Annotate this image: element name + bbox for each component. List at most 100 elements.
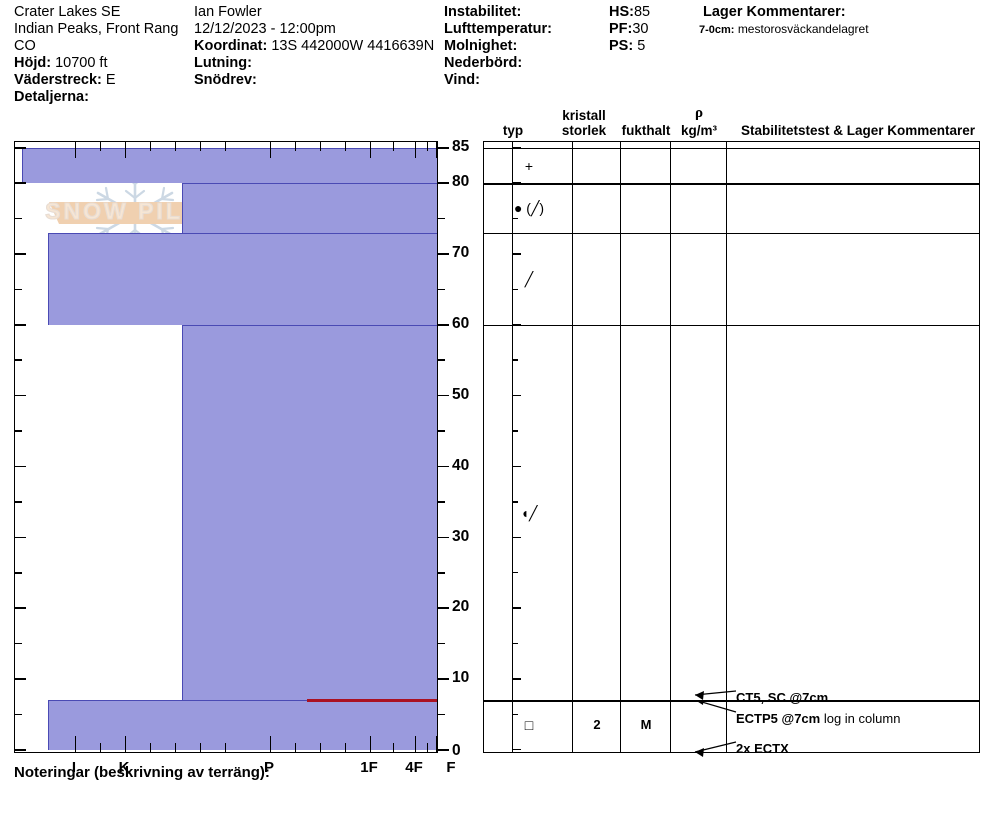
hardness-axis: I K P 1F 4F F xyxy=(14,753,456,783)
table-depth-tick xyxy=(512,713,518,715)
hardness-tick xyxy=(200,142,202,151)
hardness-tick xyxy=(393,142,395,151)
table-depth-tick xyxy=(512,182,521,184)
stability-test-label: ECTP5 @7cm xyxy=(736,711,821,727)
instability-label: Instabilitet: xyxy=(444,4,522,20)
aspect-label: Väderstreck: xyxy=(14,72,102,88)
depth-tick-minor xyxy=(438,501,445,503)
hardness-tick xyxy=(270,736,272,752)
ps-label: PS: xyxy=(609,38,634,54)
profile-depth-tick xyxy=(15,749,26,751)
hardness-bar xyxy=(22,148,437,184)
aspect-row: Väderstreck: E xyxy=(14,72,194,89)
hardness-tick xyxy=(345,142,347,151)
slope-row: Lutning: xyxy=(194,55,444,72)
depth-label: 80 xyxy=(452,173,470,191)
hardness-label: 4F xyxy=(405,759,423,776)
depth-tick-major xyxy=(438,678,449,680)
hardness-tick xyxy=(125,142,127,158)
table-depth-tick xyxy=(512,324,521,326)
profile-depth-tick xyxy=(15,501,22,503)
table-depth-tick xyxy=(512,465,521,468)
hardness-tick xyxy=(100,743,102,752)
stability-test-entry: 2x ECTX xyxy=(736,742,789,755)
hardness-label: P xyxy=(263,759,275,776)
depth-tick-major xyxy=(438,607,449,609)
hardness-tick xyxy=(370,142,372,158)
stability-test-note: log in column xyxy=(820,711,901,727)
hardness-tick xyxy=(175,743,177,752)
heading-wetness: fukthalt xyxy=(621,123,671,138)
elevation-label: Höjd: xyxy=(14,55,52,71)
airtemp-row: Lufttemperatur: xyxy=(444,21,609,38)
table-depth-tick xyxy=(512,501,518,503)
hs-label: HS: xyxy=(609,4,634,20)
stability-test-entry: ECTP5 @7cm log in column xyxy=(736,712,900,725)
precip-label: Nederbörd: xyxy=(444,55,523,71)
heading-crystal-type: typ xyxy=(502,123,524,138)
observer-name: Ian Fowler xyxy=(194,4,262,20)
table-row-divider xyxy=(484,183,979,185)
depth-label: 40 xyxy=(452,456,470,474)
elevation-row: Höjd: 10700 ft xyxy=(14,55,194,72)
heading-density-unit: kg/m³ xyxy=(680,123,717,138)
stability-test-label: CT5, SC @7cm xyxy=(736,690,829,706)
profile-depth-tick xyxy=(15,217,22,220)
table-depth-tick xyxy=(512,607,521,609)
cell-crystal-type: ╱ xyxy=(524,271,534,288)
hardness-tick xyxy=(270,142,272,158)
profile-depth-tick xyxy=(15,359,22,362)
drift-row: Snödrev: xyxy=(194,72,444,89)
depth-tick-major xyxy=(438,749,449,751)
hardness-bar xyxy=(182,183,437,233)
aspect-value: E xyxy=(105,72,116,88)
airtemp-label: Lufttemperatur: xyxy=(444,21,552,37)
table-depth-tick xyxy=(512,749,521,751)
hardness-label: F xyxy=(446,759,456,776)
profile-depth-tick xyxy=(15,642,22,645)
profile-depth-tick xyxy=(15,182,26,184)
hardness-tick xyxy=(75,736,77,752)
stability-leader-arrow-icon xyxy=(694,690,737,701)
layer-comments-title: Lager Kommentarer: xyxy=(703,4,846,20)
depth-axis: 8580706050403020100 xyxy=(438,139,482,753)
site-info-column: Crater Lakes SE Indian Peaks, Front Rang… xyxy=(14,4,194,106)
table-depth-tick xyxy=(512,253,521,255)
hardness-profile-chart: SNOW PILOT xyxy=(14,141,438,753)
observation-datetime: 12/12/2023 - 12:00pm xyxy=(194,21,336,37)
depth-label: 70 xyxy=(452,244,470,262)
heading-crystal: kristall xyxy=(562,108,606,123)
depth-tick-major xyxy=(438,147,449,149)
profile-depth-tick xyxy=(15,465,26,468)
heading-stability-tests: Stabilitetstest & Lager Kommentarer xyxy=(740,123,976,138)
header-info: Crater Lakes SE Indian Peaks, Front Rang… xyxy=(0,0,994,118)
hardness-tick xyxy=(150,142,152,151)
table-depth-tick xyxy=(512,147,521,149)
sky-row: Molnighet: xyxy=(444,38,609,55)
hardness-tick xyxy=(200,743,202,752)
hardness-tick xyxy=(225,142,227,151)
elevation-value: 10700 ft xyxy=(55,55,108,71)
cell-crystal-type: + xyxy=(524,157,534,174)
profile-depth-tick xyxy=(15,394,26,397)
pf-label: PF: xyxy=(609,21,633,37)
table-row-divider xyxy=(484,325,979,327)
weak-layer-line xyxy=(307,699,437,702)
table-row-divider xyxy=(484,148,979,150)
profile-depth-tick xyxy=(15,430,22,432)
depth-label: 20 xyxy=(452,598,470,616)
drift-label: Snödrev: xyxy=(194,72,257,88)
hardness-tick xyxy=(100,142,102,151)
sky-label: Molnighet: xyxy=(444,38,518,54)
ps-row: PS: 5 xyxy=(609,38,699,55)
depth-tick-major xyxy=(438,182,449,184)
hardness-tick xyxy=(436,736,438,752)
profile-depth-tick xyxy=(15,324,26,326)
cell-wetness: M xyxy=(640,717,652,733)
stability-leader-arrow-icon xyxy=(694,741,737,757)
hardness-tick xyxy=(436,142,438,158)
layer-data-table: + ● (╱) ╱ ◖╱ □ 2 M CT5, SC @7cm ECTP5 @7cm log i… xyxy=(483,141,980,757)
coordinate-row: Koordinat: 13S 442000W 4416639N xyxy=(194,38,444,55)
hardness-bar xyxy=(48,700,437,750)
depth-label: 30 xyxy=(452,527,470,545)
